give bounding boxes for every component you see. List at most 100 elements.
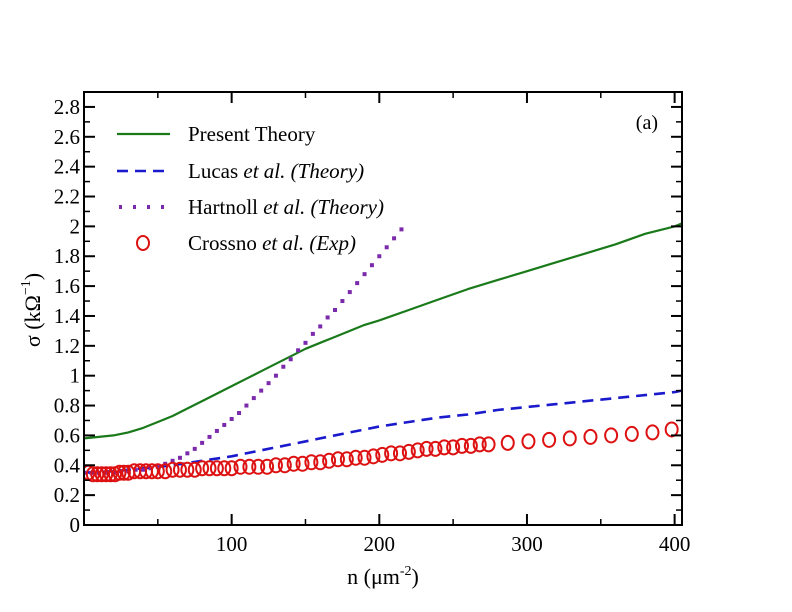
data-point-hartnoll [192,446,197,451]
x-tick-label: 200 [364,532,396,556]
data-point-crossno [251,458,266,475]
x-tick-label: 100 [216,532,248,556]
y-tick-label: 1.8 [54,244,80,268]
data-point-crossno [144,463,159,480]
data-point-hartnoll [399,227,404,232]
data-point-hartnoll [104,470,109,475]
legend-label-crossno: Crossno et al. (Exp) [188,231,356,255]
data-point-hartnoll [288,357,293,362]
data-point-hartnoll [273,373,278,378]
data-point-hartnoll [207,434,212,439]
data-point-crossno [339,451,354,468]
data-point-crossno [472,436,487,453]
series-line-lucas [84,389,682,474]
data-point-crossno [348,449,363,466]
y-tick-label: 2.6 [54,125,80,149]
data-point-hartnoll [303,340,308,345]
data-point-crossno [375,446,390,463]
data-point-crossno [500,434,515,451]
data-point-crossno [384,445,399,462]
y-tick-label: 0.4 [54,453,81,477]
data-point-hartnoll [340,299,345,304]
legend-item-hartnoll: Hartnoll et al. (Theory) [119,195,384,219]
x-tick-label: 300 [511,532,543,556]
x-axis-label: n (μm-2) [347,564,419,589]
data-point-hartnoll [185,451,190,456]
y-axis-label: σ (kΩ−1) [19,273,45,347]
data-point-crossno [304,454,319,471]
data-point-hartnoll [369,263,374,268]
data-point-hartnoll [133,467,138,472]
data-point-crossno [330,451,345,468]
data-point-hartnoll [384,245,389,250]
data-point-crossno [172,461,187,478]
data-point-hartnoll [333,307,338,312]
data-point-crossno [195,460,210,477]
data-point-crossno [392,445,407,462]
y-tick-label: 0.2 [54,483,80,507]
data-point-crossno [85,466,100,483]
series-layer [84,222,682,483]
legend-item-present-theory: Present Theory [117,122,316,146]
data-point-crossno [150,463,165,480]
data-point-hartnoll [222,422,227,427]
y-tick-label: 0.8 [54,394,80,418]
data-point-crossno [202,460,217,477]
data-point-crossno [583,428,598,445]
data-point-hartnoll [392,236,397,241]
data-point-crossno [286,455,301,472]
data-point-crossno [401,443,416,460]
legend-swatch-crossno [136,235,150,251]
series-line-present-theory [84,222,682,440]
ticks-layer: 100 200 300 400 0 0.2 0.4 0.6 0.8 1 1.2 1.4 1.6 1.8 2 2… [54,92,690,556]
y-tick-label: 1.6 [54,274,80,298]
data-point-crossno [463,437,478,454]
data-point-crossno [180,461,195,478]
data-point-hartnoll [251,396,256,401]
data-point-crossno [295,455,310,472]
y-tick-label: 2.2 [54,185,80,209]
data-point-crossno [481,436,496,453]
data-point-crossno [410,442,425,459]
data-point-crossno [562,430,577,447]
data-point-crossno [454,437,469,454]
data-point-crossno [542,431,557,448]
data-point-hartnoll [347,290,352,295]
data-point-hartnoll [229,416,234,421]
data-point-crossno [99,466,114,483]
data-point-hartnoll [141,467,146,472]
y-tick-label: 2 [70,214,81,238]
data-point-hartnoll [200,440,205,445]
data-point-crossno [112,464,127,481]
data-point-crossno [521,433,536,450]
y-tick-label: 2.8 [54,95,80,119]
data-point-hartnoll [318,324,323,329]
data-point-hartnoll [362,272,367,277]
data-point-crossno [94,466,109,483]
data-point-hartnoll [244,403,249,408]
panel-label: (a) [636,112,658,134]
data-point-crossno [604,427,619,444]
data-point-hartnoll [296,348,301,353]
y-tick-label: 1 [70,364,81,388]
plot-frame [83,91,683,526]
data-point-crossno [428,440,443,457]
data-point-hartnoll [155,464,160,469]
data-point-crossno [165,461,180,478]
data-point-crossno [313,454,328,471]
data-point-crossno [268,457,283,474]
legend-item-lucas: Lucas et al. (Theory) [117,159,364,183]
y-tick-label: 2.4 [54,155,81,179]
data-point-crossno [224,460,239,477]
data-point-crossno [446,439,461,456]
data-point-hartnoll [355,281,360,286]
data-point-crossno [90,466,105,483]
data-point-hartnoll [170,458,175,463]
legend-label-hartnoll: Hartnoll et al. (Theory) [188,195,384,219]
data-point-hartnoll [266,381,271,386]
data-point-crossno [357,449,372,466]
data-point-crossno [233,458,248,475]
legend-label-present-theory: Present Theory [188,122,316,146]
data-point-crossno [277,457,292,474]
